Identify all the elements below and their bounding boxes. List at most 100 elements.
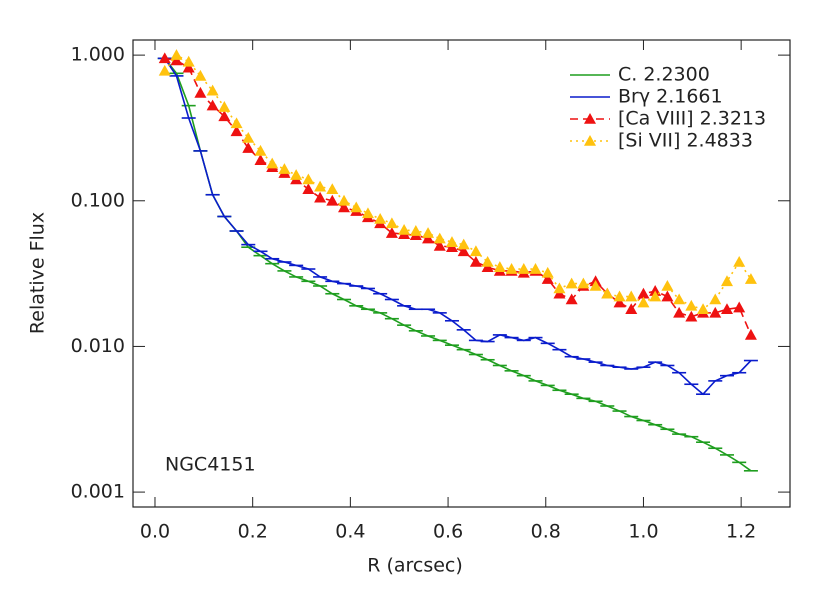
annotation: NGC4151	[165, 454, 256, 476]
point-marker	[194, 86, 207, 98]
point-marker	[230, 125, 243, 137]
point-marker	[744, 273, 757, 284]
point-marker	[613, 290, 626, 302]
point-marker	[314, 191, 327, 203]
point-marker	[206, 84, 219, 96]
point-marker	[673, 293, 686, 305]
point-marker	[709, 293, 722, 305]
point-marker	[445, 236, 458, 247]
point-marker	[242, 142, 255, 153]
series-line	[164, 57, 752, 396]
point-marker	[469, 255, 482, 267]
point-marker	[254, 144, 267, 156]
x-tick-label: 0.6	[433, 521, 463, 543]
point-marker	[158, 52, 171, 64]
point-marker	[158, 64, 171, 76]
point-marker	[385, 217, 398, 229]
point-marker	[170, 49, 183, 60]
y-tick-label: 0.001	[71, 481, 125, 503]
point-marker	[230, 117, 243, 129]
point-marker	[374, 212, 387, 224]
point-marker	[493, 261, 506, 272]
point-marker	[206, 99, 219, 111]
x-tick-label: 0.8	[531, 521, 561, 543]
point-marker	[266, 157, 279, 169]
x-tick-label: 0.0	[140, 521, 170, 543]
point-marker	[685, 299, 698, 311]
point-marker	[314, 180, 327, 192]
point-marker	[637, 296, 650, 308]
y-tick-label: 0.100	[71, 189, 125, 211]
point-marker	[505, 263, 518, 274]
point-marker	[744, 328, 757, 340]
point-marker	[613, 296, 626, 308]
point-marker	[182, 61, 195, 73]
x-axis-label: R (arcsec)	[367, 555, 463, 577]
point-marker	[577, 277, 590, 289]
y-tick-label: 1.000	[71, 44, 125, 66]
legend-marker	[584, 113, 596, 124]
x-tick-label: 0.2	[238, 521, 268, 543]
point-marker	[649, 290, 662, 302]
y-tick-label: 0.010	[71, 335, 125, 357]
point-marker	[733, 255, 746, 267]
y-axis-label: Relative Flux	[27, 212, 49, 334]
point-marker	[733, 301, 746, 313]
point-marker	[529, 263, 542, 274]
point-marker	[481, 255, 494, 267]
legend-label: [Ca VIII] 2.3213	[618, 108, 766, 130]
point-marker	[625, 303, 638, 315]
point-marker	[326, 183, 339, 195]
point-marker	[673, 306, 686, 318]
point-marker	[469, 245, 482, 257]
point-marker	[565, 293, 578, 305]
point-marker	[278, 163, 291, 174]
point-marker	[685, 310, 698, 322]
point-marker	[398, 224, 411, 235]
point-marker	[182, 55, 195, 67]
point-marker	[541, 273, 554, 284]
point-marker	[361, 207, 374, 219]
x-tick-label: 0.4	[335, 521, 365, 543]
point-marker	[589, 279, 602, 291]
point-marker	[302, 183, 315, 195]
point-marker	[433, 239, 446, 251]
point-marker	[709, 306, 722, 318]
point-marker	[517, 263, 530, 274]
point-marker	[457, 238, 470, 250]
point-marker	[194, 69, 207, 81]
point-marker	[422, 232, 435, 244]
point-marker	[350, 201, 363, 213]
point-marker	[385, 227, 398, 238]
point-marker	[625, 290, 638, 302]
point-marker	[218, 110, 231, 122]
point-marker	[565, 277, 578, 289]
legend-marker	[584, 135, 596, 146]
x-tick-label: 1.0	[628, 521, 658, 543]
point-marker	[338, 194, 351, 206]
point-marker	[422, 227, 435, 238]
legend-label: Brγ 2.1661	[618, 86, 723, 108]
point-marker	[218, 101, 231, 112]
point-marker	[290, 169, 303, 180]
point-marker	[720, 303, 733, 315]
legend-label: [Si VII] 2.4833	[618, 130, 753, 152]
point-marker	[409, 225, 422, 236]
point-marker	[601, 287, 614, 299]
legend-label: C. 2.2300	[618, 64, 710, 86]
point-marker	[661, 290, 674, 302]
point-marker	[338, 201, 351, 213]
point-marker	[697, 303, 710, 315]
point-marker	[457, 245, 470, 257]
point-marker	[661, 279, 674, 291]
point-marker	[433, 232, 446, 244]
x-tick-label: 1.2	[726, 521, 756, 543]
point-marker	[720, 275, 733, 287]
plot-frame	[132, 39, 791, 508]
point-marker	[553, 282, 566, 294]
point-marker	[541, 266, 554, 278]
point-marker	[637, 287, 650, 299]
point-marker	[242, 131, 255, 143]
point-marker	[254, 154, 267, 165]
